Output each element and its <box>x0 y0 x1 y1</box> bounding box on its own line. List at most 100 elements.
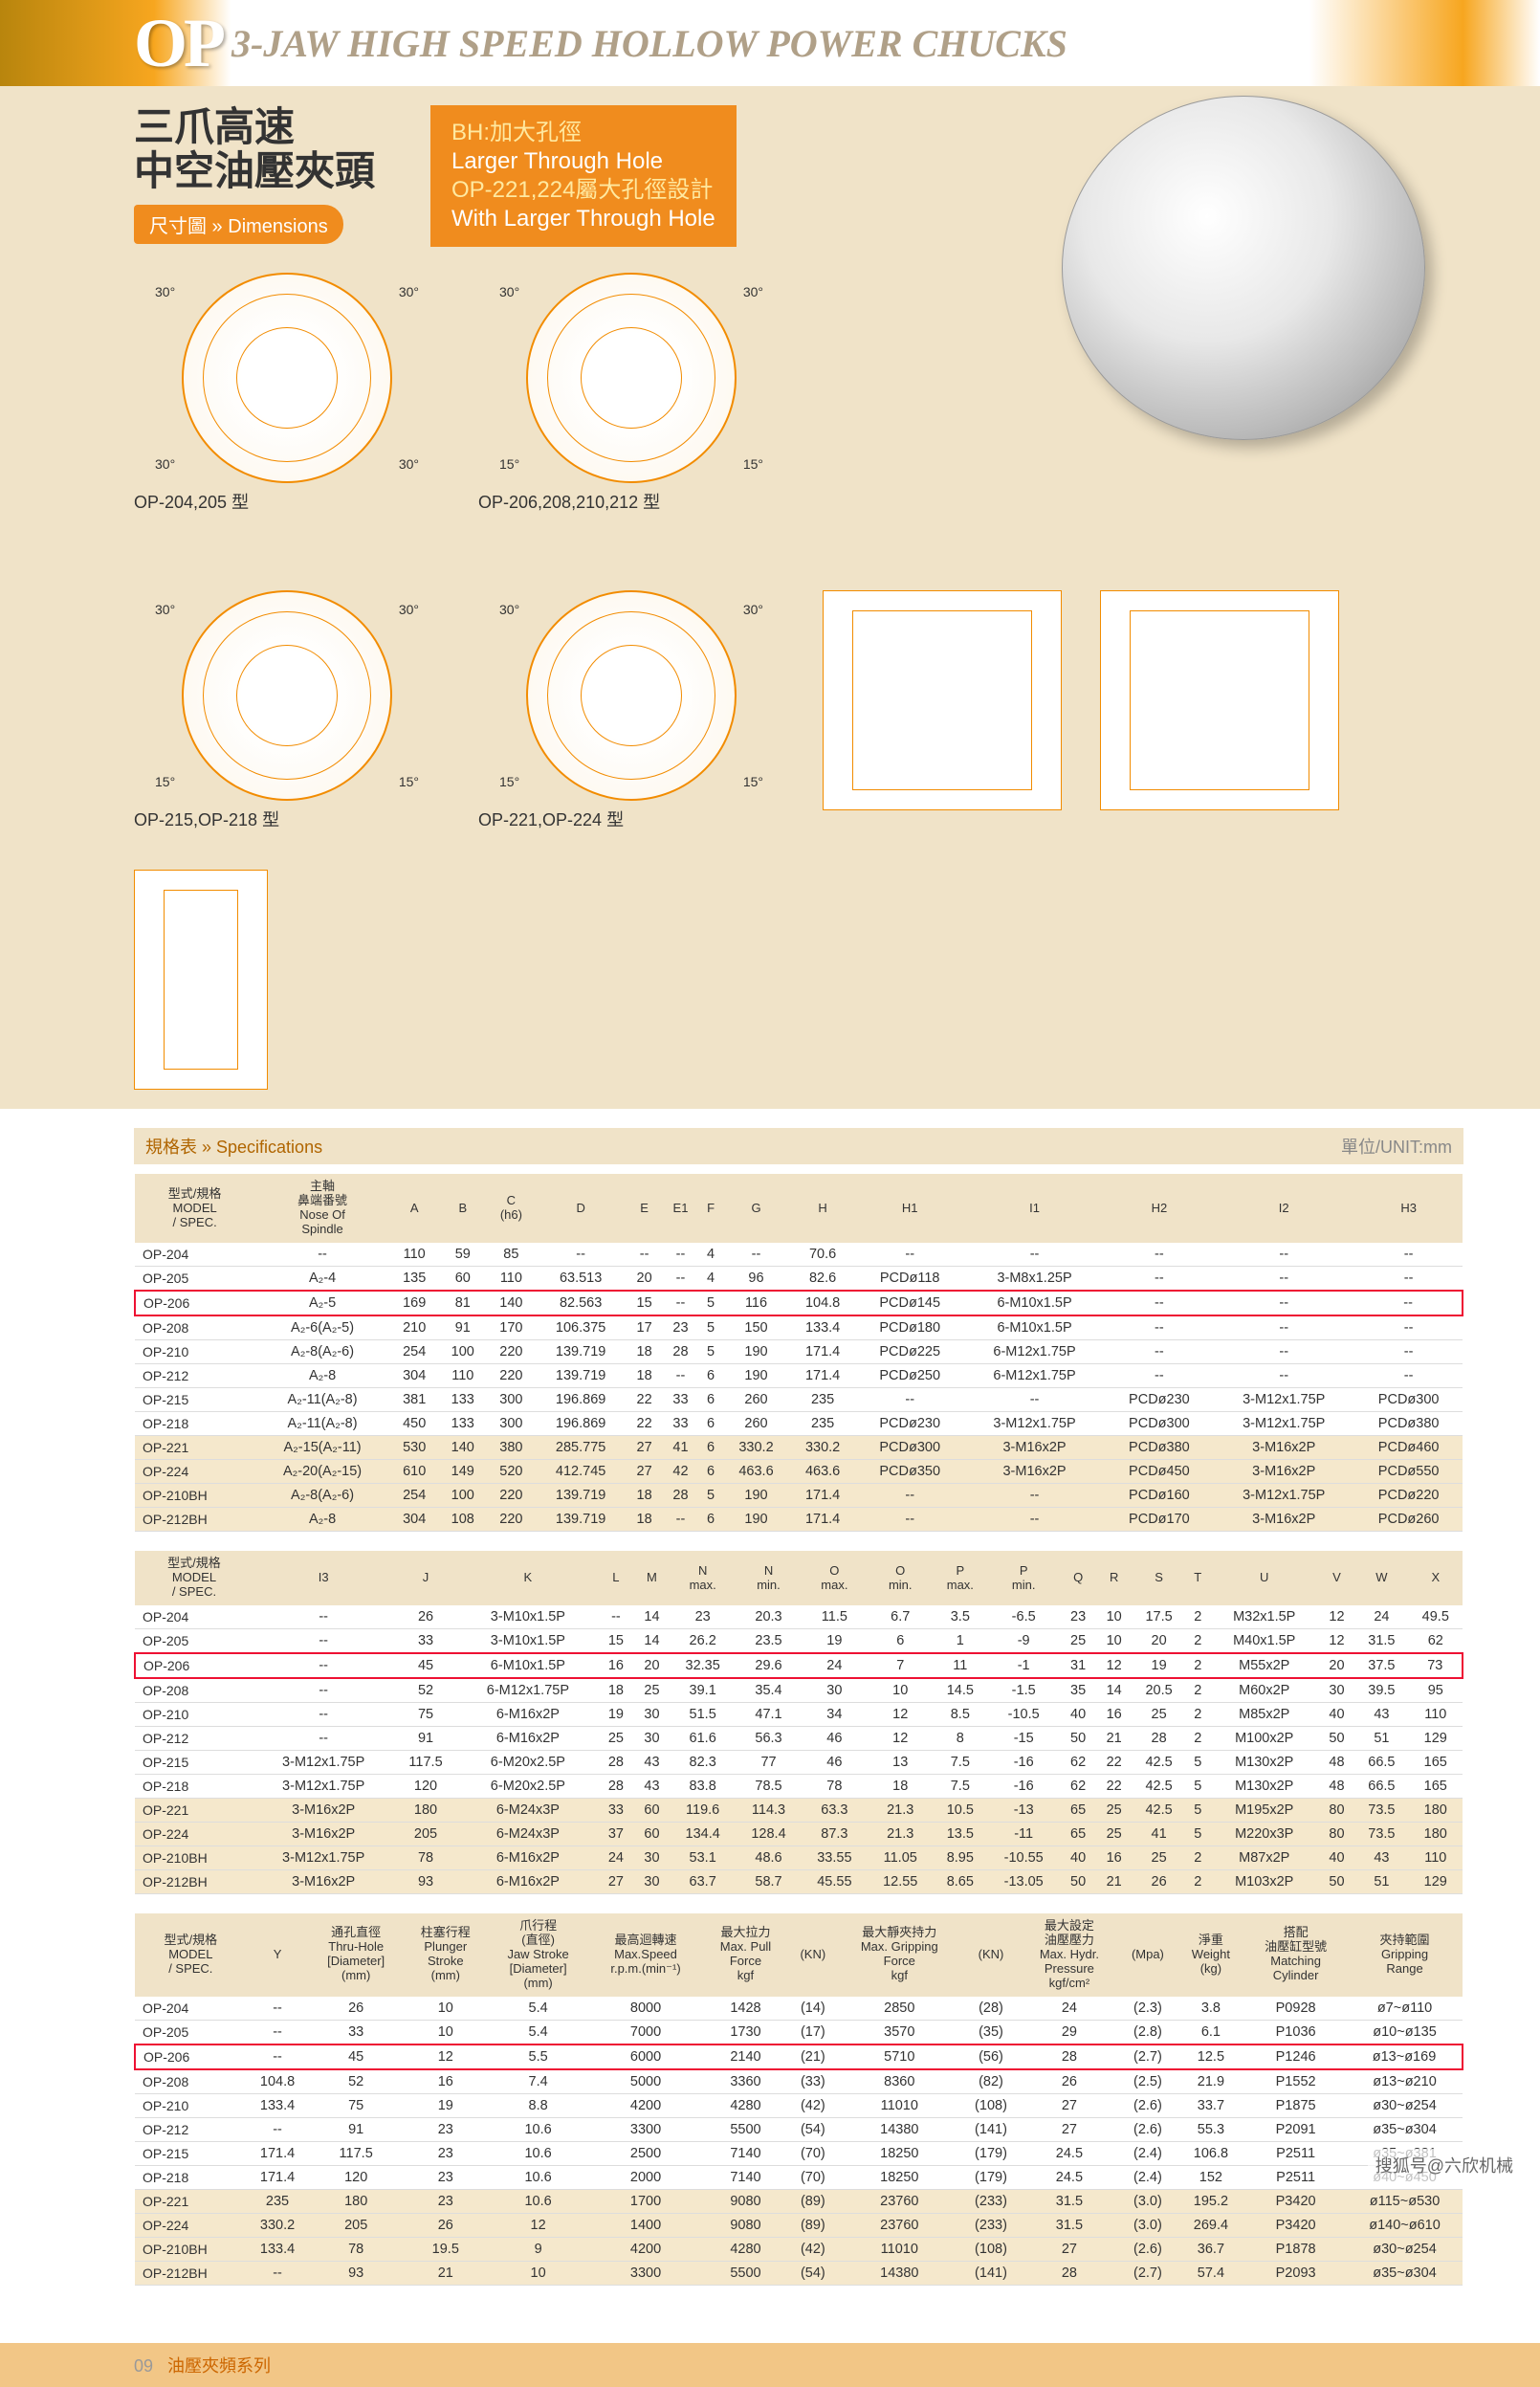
data-cell: (3.0) <box>1118 2213 1177 2237</box>
data-cell: 27 <box>1021 2093 1119 2117</box>
data-cell: 31.5 <box>1021 2189 1119 2213</box>
data-cell: P3420 <box>1244 2213 1347 2237</box>
col-header: H1 <box>856 1174 964 1243</box>
data-cell: 73.5 <box>1354 1798 1408 1822</box>
model-cell: OP-212 <box>135 1726 253 1750</box>
data-cell: PCDø450 <box>1106 1460 1214 1484</box>
data-cell: 330.2 <box>247 2213 309 2237</box>
data-cell: 45 <box>308 2044 403 2069</box>
data-cell: 33 <box>308 2020 403 2044</box>
data-cell: 6 <box>698 1364 722 1388</box>
data-cell: -- <box>247 1997 309 2021</box>
col-header: L <box>598 1551 634 1605</box>
data-cell: ø13~ø210 <box>1347 2069 1463 2094</box>
data-cell: (2.4) <box>1118 2165 1177 2189</box>
col-header: I2 <box>1213 1174 1354 1243</box>
bh-en1: Larger Through Hole <box>451 147 715 176</box>
data-cell: 23 <box>404 2117 488 2141</box>
data-cell: (28) <box>961 1997 1020 2021</box>
data-cell: 412.745 <box>536 1460 627 1484</box>
data-cell: 2 <box>1186 1726 1210 1750</box>
data-cell: 48 <box>1319 1750 1355 1774</box>
data-cell: 6-M16x2P <box>458 1702 599 1726</box>
data-cell: -- <box>663 1364 699 1388</box>
angle-label: 30° <box>155 602 175 617</box>
data-cell: 65 <box>1060 1798 1096 1822</box>
data-cell: 22 <box>627 1388 663 1412</box>
col-header: A <box>390 1174 439 1243</box>
angle-label: 15° <box>499 774 519 789</box>
data-cell: 22 <box>1096 1774 1133 1798</box>
side-diagram-1 <box>823 590 1062 810</box>
data-cell: -- <box>856 1388 964 1412</box>
data-cell: P1875 <box>1244 2093 1347 2117</box>
data-cell: 2850 <box>837 1997 961 2021</box>
col-header: 主軸鼻端番號Nose OfSpindle <box>254 1174 390 1243</box>
col-header: D <box>536 1174 627 1243</box>
spec-table-1: 型式/規格MODEL/ SPEC.主軸鼻端番號Nose OfSpindleABC… <box>134 1174 1463 1532</box>
data-cell: 13.5 <box>934 1822 987 1846</box>
data-cell: 42 <box>663 1460 699 1484</box>
table-row: OP-205A₂-41356011063.51320--49682.6PCDø1… <box>135 1267 1463 1292</box>
data-cell: 28 <box>663 1484 699 1508</box>
data-cell: 3-M16x2P <box>1213 1436 1354 1460</box>
data-cell: 8 <box>934 1726 987 1750</box>
data-cell: (42) <box>788 2093 837 2117</box>
data-cell: (21) <box>788 2044 837 2069</box>
data-cell: 1 <box>934 1628 987 1653</box>
model-cell: OP-210BH <box>135 1846 253 1869</box>
data-cell: 80 <box>1319 1822 1355 1846</box>
data-cell: 9080 <box>703 2189 789 2213</box>
data-cell: 49.5 <box>1409 1605 1463 1629</box>
data-cell: 20.5 <box>1132 1678 1185 1703</box>
table-row: OP-210133.475198.842004280(42)11010(108)… <box>135 2093 1463 2117</box>
data-cell: 2000 <box>589 2165 703 2189</box>
col-header: (KN) <box>788 1913 837 1997</box>
data-cell: 59 <box>438 1243 487 1267</box>
data-cell: 55.3 <box>1177 2117 1245 2141</box>
data-cell: M85x2P <box>1210 1702 1319 1726</box>
data-cell: 51 <box>1354 1869 1408 1893</box>
model-cell: OP-212 <box>135 1364 254 1388</box>
data-cell: -- <box>247 2020 309 2044</box>
col-header: U <box>1210 1551 1319 1605</box>
data-cell: 78 <box>802 1774 868 1798</box>
data-cell: 3-M8x1.25P <box>964 1267 1106 1292</box>
table-row: OP-205--33105.470001730(17)3570(35)29(2.… <box>135 2020 1463 2044</box>
data-cell: 3.5 <box>934 1605 987 1629</box>
bh-cn2: OP-221,224屬大孔徑設計 <box>451 177 713 203</box>
spec-table-2: 型式/規格MODEL/ SPEC.I3JKLMNmax.Nmin.Omax.Om… <box>134 1551 1463 1894</box>
data-cell: 220 <box>487 1364 536 1388</box>
data-cell: 1400 <box>589 2213 703 2237</box>
data-cell: 120 <box>308 2165 403 2189</box>
data-cell: 180 <box>393 1798 457 1822</box>
side-diagram-2 <box>1100 590 1339 810</box>
model-cell: OP-212 <box>135 2117 247 2141</box>
data-cell: 25 <box>1096 1822 1133 1846</box>
data-cell: -- <box>1106 1340 1214 1364</box>
data-cell: 4 <box>698 1243 722 1267</box>
data-cell: 85 <box>487 1243 536 1267</box>
data-cell: M40x1.5P <box>1210 1628 1319 1653</box>
model-cell: OP-210 <box>135 2093 247 2117</box>
data-cell: -- <box>253 1653 394 1678</box>
data-cell: -10.55 <box>987 1846 1060 1869</box>
data-cell: 23 <box>404 2165 488 2189</box>
data-cell: 33 <box>393 1628 457 1653</box>
col-header: J <box>393 1551 457 1605</box>
data-cell: 27 <box>598 1869 634 1893</box>
data-cell: 82.563 <box>536 1291 627 1315</box>
data-cell: 50 <box>1060 1726 1096 1750</box>
data-cell: 133.4 <box>247 2237 309 2261</box>
data-cell: 22 <box>1096 1750 1133 1774</box>
data-cell: 12 <box>488 2213 589 2237</box>
data-cell: 51 <box>1354 1726 1408 1750</box>
data-cell: 300 <box>487 1388 536 1412</box>
op-logo: OP <box>134 4 222 83</box>
side-diagram-3 <box>134 870 268 1090</box>
data-cell: 95 <box>1409 1678 1463 1703</box>
data-cell: 66.5 <box>1354 1774 1408 1798</box>
model-cell: OP-208 <box>135 1678 253 1703</box>
data-cell: 196.869 <box>536 1412 627 1436</box>
data-cell: 46 <box>802 1750 868 1774</box>
